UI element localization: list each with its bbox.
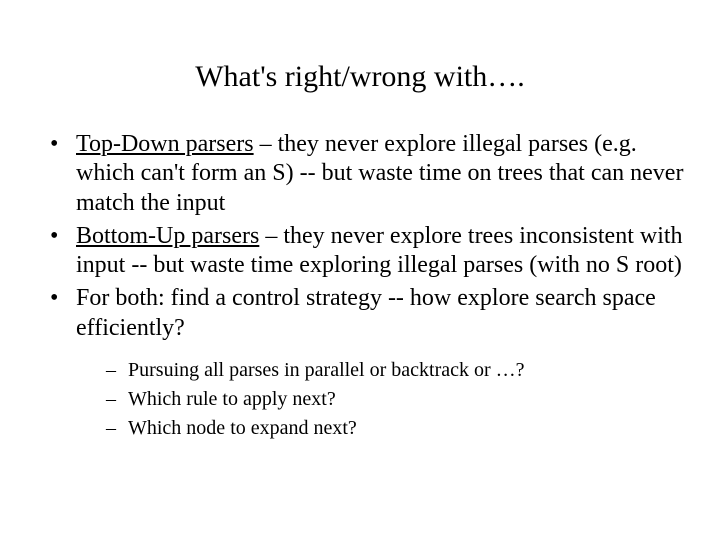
sub-bullet-text: Pursuing all parses in parallel or backt… <box>128 359 525 381</box>
list-item: Bottom-Up parsers – they never explore t… <box>50 222 684 281</box>
underlined-term: Bottom-Up parsers <box>76 223 259 249</box>
list-item: Top-Down parsers – they never explore il… <box>50 130 684 218</box>
list-item: Pursuing all parses in parallel or backt… <box>106 357 684 384</box>
underlined-term: Top-Down parsers <box>76 131 254 157</box>
bullet-text: For both: find a control strategy -- how… <box>76 285 656 340</box>
sub-bullet-text: Which node to expand next? <box>128 417 357 439</box>
main-bullet-list: Top-Down parsers – they never explore il… <box>50 130 684 442</box>
sub-bullet-list: Pursuing all parses in parallel or backt… <box>106 357 684 442</box>
sub-bullet-text: Which rule to apply next? <box>128 388 336 410</box>
list-item: Which node to expand next? <box>106 415 684 442</box>
slide-container: What's right/wrong with…. Top-Down parse… <box>0 0 720 540</box>
list-item: Which rule to apply next? <box>106 386 684 413</box>
page-title: What's right/wrong with…. <box>36 60 684 94</box>
list-item: For both: find a control strategy -- how… <box>50 284 684 442</box>
